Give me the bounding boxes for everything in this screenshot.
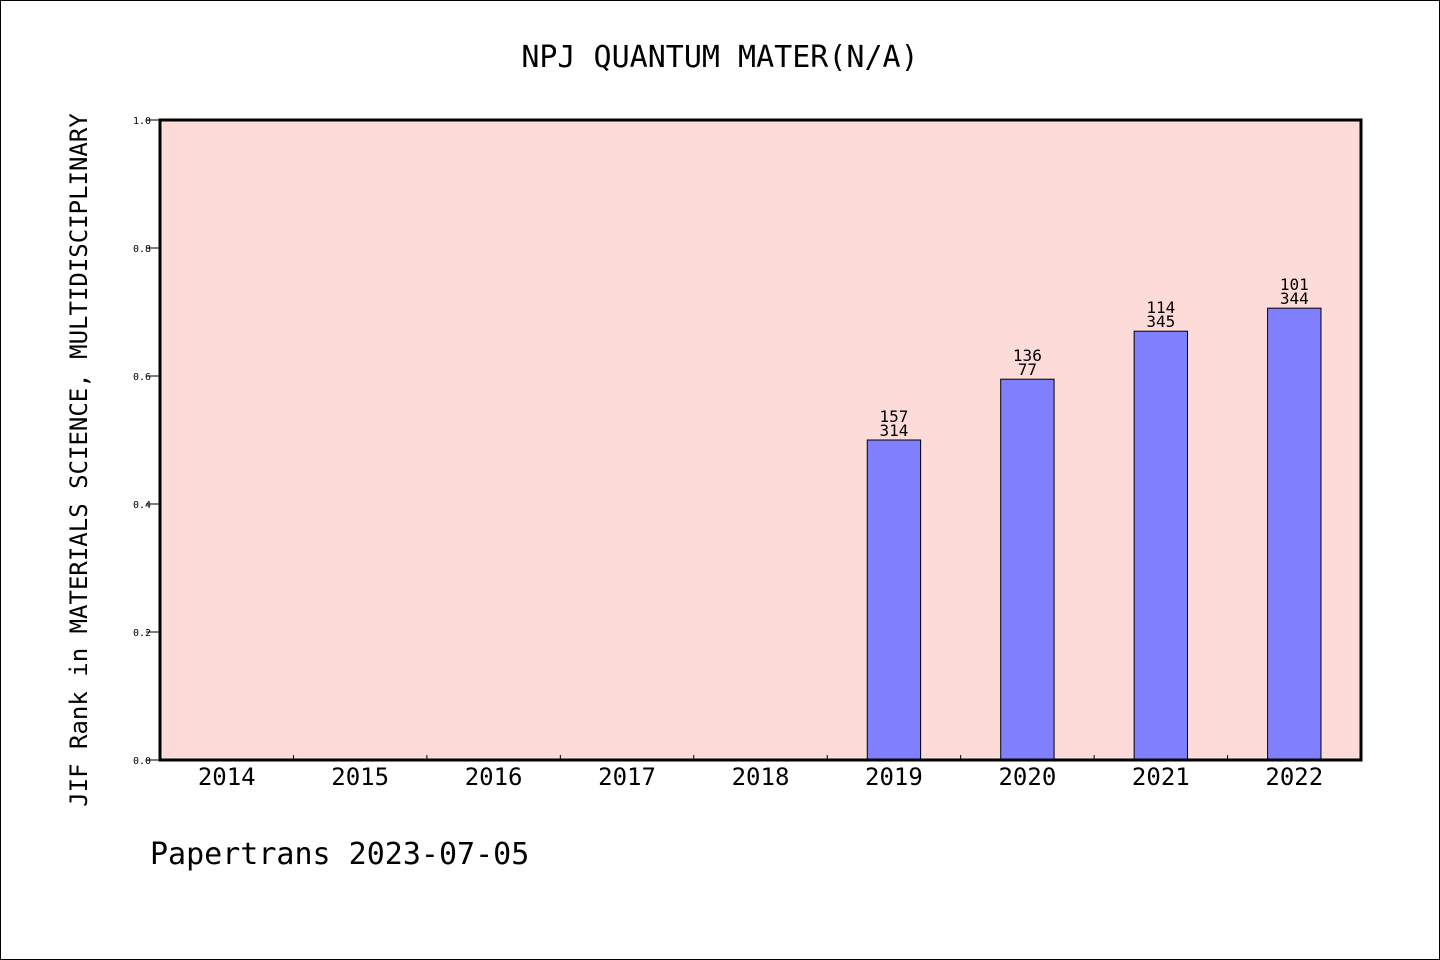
bar <box>866 439 922 761</box>
y-axis-label: JIF Rank in MATERIALS SCIENCE, MULTIDISC… <box>65 113 93 807</box>
bar-total-label: 345 <box>1146 312 1175 331</box>
y-tick-label: 0.0 <box>133 756 151 767</box>
bar <box>1267 307 1322 761</box>
bar-rank-label: 136 <box>1013 346 1042 365</box>
footer-credit: Papertrans 2023-07-05 <box>150 837 529 872</box>
bar <box>1133 330 1189 761</box>
y-tick-label: 0.8 <box>133 244 151 255</box>
bar-rank-label: 101 <box>1280 275 1309 294</box>
y-tick-label: 0.2 <box>133 628 151 639</box>
bar-rank-label: 157 <box>879 407 908 426</box>
bar-total-label: 77 <box>1018 360 1037 379</box>
bar-rank-label: 114 <box>1146 298 1175 317</box>
x-tick-label: 2017 <box>598 763 656 791</box>
chart-title: NPJ QUANTUM MATER(N/A) <box>521 40 918 75</box>
x-tick-label: 2020 <box>998 763 1056 791</box>
bar <box>1000 378 1055 761</box>
x-tick-label: 2022 <box>1265 763 1323 791</box>
x-tick-label: 2015 <box>331 763 389 791</box>
bar-total-label: 314 <box>879 421 908 440</box>
y-tick-label: 1.0 <box>133 116 151 127</box>
bar-total-label: 344 <box>1280 289 1309 308</box>
plot-border <box>158 118 1363 762</box>
x-tick-label: 2018 <box>732 763 790 791</box>
chart-marks: 0.0 0.2 0.4 0.6 0.8 1.0 2014 2015 2016 2017 2018 20… <box>133 116 1323 791</box>
y-tick-label: 0.4 <box>133 500 151 511</box>
y-tick-label: 0.6 <box>133 372 151 383</box>
x-tick-label: 2014 <box>198 763 256 791</box>
x-tick-label: 2016 <box>465 763 523 791</box>
x-tick-label: 2019 <box>865 763 923 791</box>
x-tick-label: 2021 <box>1132 763 1190 791</box>
